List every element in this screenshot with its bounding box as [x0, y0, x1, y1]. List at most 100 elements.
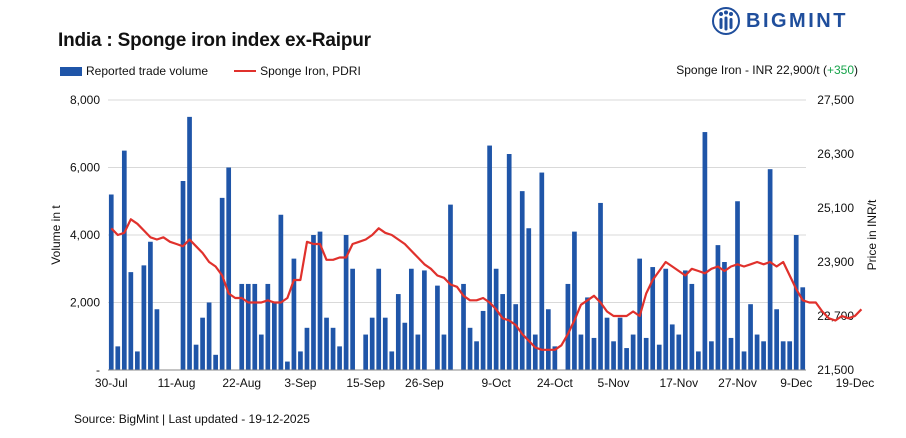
x-tick-label: 9-Dec: [780, 376, 812, 390]
legend-swatch-volume: [60, 66, 82, 76]
volume-bar: [754, 334, 760, 370]
volume-bar: [435, 285, 440, 370]
volume-bar: [715, 245, 721, 370]
x-tick-label: 9-Oct: [481, 376, 511, 390]
volume-bar: [324, 317, 329, 370]
volume-bar: [774, 309, 779, 370]
volume-bar: [350, 268, 355, 370]
volume-bar: [258, 334, 264, 370]
y2-axis-title: Price in INR/t: [865, 199, 879, 270]
volume-bar: [265, 283, 271, 370]
volume-bar: [552, 346, 558, 370]
volume-bar: [696, 351, 701, 370]
volume-bar: [226, 167, 232, 370]
volume-bar: [500, 294, 506, 370]
chart-title: India : Sponge iron index ex-Raipur: [58, 30, 371, 51]
volume-bar: [415, 334, 421, 370]
y2-tick-label: 26,300: [817, 147, 854, 161]
bigmint-logo-icon: [712, 7, 740, 35]
volume-bar: [461, 283, 466, 370]
volume-bar: [532, 334, 538, 370]
volume-bar: [304, 327, 310, 370]
legend-label-volume: Reported trade volume: [86, 64, 209, 78]
volume-bar: [748, 304, 753, 370]
y2-tick-label: 27,500: [817, 93, 854, 107]
price-line: [110, 218, 863, 351]
x-tick-label: 22-Aug: [222, 376, 261, 390]
volume-bar: [800, 287, 806, 370]
volume-bar: [513, 304, 519, 370]
volume-bar: [480, 310, 486, 370]
volume-bar: [526, 228, 532, 370]
chart-legend: Reported trade volume Sponge Iron, PDRI: [60, 64, 361, 78]
x-tick-label: 17-Nov: [659, 376, 698, 390]
volume-bar: [330, 327, 336, 370]
volume-bar: [369, 317, 375, 370]
volume-bar: [422, 270, 427, 370]
volume-bar: [709, 341, 714, 370]
volume-bar: [141, 265, 147, 370]
y-tick-label: 6,000: [70, 161, 100, 175]
y2-tick-label: 22,700: [817, 309, 854, 323]
volume-bar: [787, 341, 793, 370]
volume-bar: [630, 334, 636, 370]
volume-bar: [565, 283, 571, 370]
x-tick-label: 15-Sep: [346, 376, 385, 390]
x-tick-label: 11-Aug: [158, 376, 196, 390]
volume-bar: [448, 204, 453, 370]
volume-bar: [545, 309, 551, 370]
volume-bar: [219, 197, 225, 370]
y2-tick-label: 23,900: [817, 255, 854, 269]
source-note: Source: BigMint | Last updated - 19-12-2…: [74, 412, 310, 426]
y-tick-label: 8,000: [70, 93, 100, 107]
volume-bar: [506, 154, 512, 370]
volume-bar: [578, 334, 584, 370]
volume-bar: [689, 283, 695, 370]
volume-bar: [780, 341, 786, 370]
volume-bar: [343, 235, 349, 370]
volume-bar: [656, 344, 662, 370]
volume-bar: [376, 268, 382, 370]
volume-bar: [193, 344, 199, 370]
volume-bar: [271, 302, 277, 370]
volume-bar: [624, 348, 629, 370]
brand-name: BIGMINT: [746, 9, 848, 32]
volume-bar: [213, 354, 218, 370]
x-tick-label: 3-Sep: [284, 376, 316, 390]
y-tick-label: 2,000: [70, 296, 100, 310]
volume-bar: [408, 268, 414, 370]
volume-bar: [585, 297, 590, 370]
volume-bar: [389, 351, 395, 370]
legend-swatch-price: [234, 70, 257, 72]
volume-bar: [676, 334, 682, 370]
volume-bar: [148, 241, 153, 370]
volume-bar: [767, 169, 773, 370]
price-note-suffix: ): [854, 63, 858, 77]
x-tick-label: 26-Sep: [405, 376, 444, 390]
volume-bar: [591, 337, 597, 370]
y2-tick-label: 21,500: [817, 363, 854, 377]
volume-bar: [278, 214, 284, 370]
price-change-value: +350: [826, 63, 854, 77]
volume-bar: [682, 270, 688, 370]
volume-bar: [741, 351, 747, 370]
volume-bar: [180, 181, 186, 370]
y2-tick-label: 25,100: [817, 201, 854, 215]
volume-bar: [395, 294, 401, 370]
volume-bar: [611, 341, 616, 370]
volume-bar: [285, 361, 290, 370]
volume-bar: [311, 235, 316, 370]
y-axis-title: Volume in t: [49, 205, 63, 265]
volume-bar: [200, 317, 205, 370]
brand-logo: BIGMINT: [712, 6, 848, 36]
volume-bar: [793, 235, 799, 370]
volume-bar: [154, 309, 160, 370]
volume-bar: [337, 346, 342, 370]
volume-bar: [722, 262, 727, 370]
volume-bar: [115, 346, 121, 370]
volume-bar: [187, 116, 192, 370]
volume-bar: [239, 283, 245, 370]
volume-bar: [539, 172, 545, 370]
volume-bar: [761, 341, 766, 370]
